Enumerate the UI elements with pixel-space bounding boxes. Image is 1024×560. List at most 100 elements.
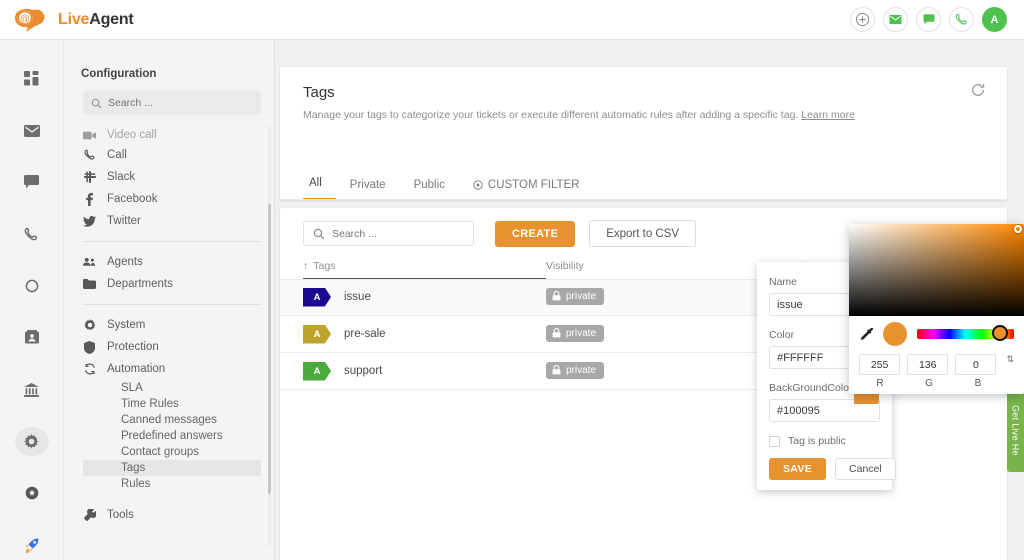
brand-logo-group[interactable]: @ LiveAgent xyxy=(13,7,134,33)
facebook-icon xyxy=(83,192,96,206)
sort-arrow-icon: ↑ xyxy=(303,260,309,272)
column-header-tags[interactable]: ↑ Tags xyxy=(303,260,546,272)
visibility-cell: private xyxy=(546,287,786,307)
table-search-input[interactable] xyxy=(332,227,464,240)
sidebar-subitem-contact-groups[interactable]: Contact groups xyxy=(83,444,261,460)
table-row[interactable]: A pre-sale private xyxy=(280,316,1007,353)
phone-icon[interactable] xyxy=(949,7,974,32)
sidebar-item-agents[interactable]: Agents xyxy=(83,251,274,273)
tab-label: Private xyxy=(349,179,386,191)
sidebar-subitem-sla[interactable]: SLA xyxy=(83,380,261,396)
learn-more-link[interactable]: Learn more xyxy=(801,109,855,121)
export-csv-button[interactable]: Export to CSV xyxy=(589,220,697,247)
green-input[interactable]: 136 xyxy=(907,354,949,375)
avatar-label: A xyxy=(990,13,999,26)
rocket-icon xyxy=(24,537,40,554)
rail-item-badges[interactable] xyxy=(15,478,49,508)
avatar[interactable]: A xyxy=(982,7,1007,32)
tag-color-swatch: A xyxy=(303,287,331,307)
tab-custom-filter[interactable]: CUSTOM FILTER xyxy=(459,179,594,200)
sidebar-search[interactable] xyxy=(83,91,261,115)
tab-all[interactable]: All xyxy=(303,177,336,200)
sidebar-item-video-call[interactable]: Video call xyxy=(83,126,274,144)
sidebar-item-facebook[interactable]: Facebook xyxy=(83,188,274,210)
sidebar-subitem-rules[interactable]: Rules xyxy=(83,476,261,492)
sidebar-subitem-label: Contact groups xyxy=(121,446,199,458)
video-call-icon xyxy=(83,131,96,140)
sidebar-item-system[interactable]: System xyxy=(83,314,274,336)
rail-item-configuration[interactable] xyxy=(14,426,49,457)
sidebar-scrollbar[interactable] xyxy=(268,126,271,546)
page-description: Manage your tags to categorize your tick… xyxy=(303,109,1007,121)
sidebar-item-slack[interactable]: Slack xyxy=(83,166,274,188)
email-icon[interactable] xyxy=(883,7,908,32)
sidebar-title: Configuration xyxy=(81,68,157,80)
tag-cell: A pre-sale xyxy=(303,324,546,344)
sidebar-item-label: Slack xyxy=(107,171,136,183)
sidebar-divider xyxy=(83,241,261,242)
red-input[interactable]: 255 xyxy=(859,354,901,375)
table-row[interactable]: A support private xyxy=(280,353,1007,390)
cancel-button[interactable]: Cancel xyxy=(835,458,896,480)
sidebar-item-departments[interactable]: Departments xyxy=(83,273,274,295)
status-badge-label: private xyxy=(566,364,597,376)
get-live-help-tab[interactable]: Get Live He xyxy=(1007,388,1024,472)
color-mode-spinner[interactable]: ⇅ xyxy=(1006,354,1015,364)
blue-input[interactable]: 0 xyxy=(955,354,997,375)
sidebar-subitem-time-rules[interactable]: Time Rules xyxy=(83,396,261,412)
tab-label: All xyxy=(309,177,322,189)
hue-slider-handle[interactable] xyxy=(992,325,1008,341)
rail-item-email[interactable] xyxy=(15,116,49,146)
status-badge: private xyxy=(546,287,605,305)
sidebar-search-input[interactable] xyxy=(108,97,253,109)
tag-is-public-row[interactable]: Tag is public xyxy=(769,435,880,447)
sidebar-item-label: Agents xyxy=(107,256,143,268)
phone-icon xyxy=(83,149,96,161)
column-header-visibility[interactable]: Visibility xyxy=(546,260,584,272)
name-label: Name xyxy=(769,276,798,288)
saturation-value-area[interactable] xyxy=(849,224,1024,316)
tag-is-public-checkbox[interactable] xyxy=(769,435,780,447)
brand-text: LiveAgent xyxy=(58,11,134,29)
sidebar-subitem-predefined-answers[interactable]: Predefined answers xyxy=(83,428,261,444)
rail-item-dashboard[interactable] xyxy=(15,64,49,94)
red-label: R xyxy=(876,378,884,389)
background-color-field-group: BackGroundColor xyxy=(769,382,880,422)
save-button[interactable]: SAVE xyxy=(769,458,827,480)
tab-private[interactable]: Private xyxy=(336,179,400,200)
icon-rail xyxy=(0,40,64,560)
sidebar-subitem-canned-messages[interactable]: Canned messages xyxy=(83,412,261,428)
sidebar-item-twitter[interactable]: Twitter xyxy=(83,210,274,232)
column-header-tags-label: Tags xyxy=(313,260,336,272)
agents-icon xyxy=(83,257,96,267)
tab-label: Public xyxy=(413,179,445,191)
sidebar-item-protection[interactable]: Protection xyxy=(83,336,274,358)
background-color-input[interactable] xyxy=(769,399,880,422)
rail-item-status[interactable] xyxy=(15,271,49,301)
sidebar-item-call[interactable]: Call xyxy=(83,144,274,166)
color-picker-controls: 255 136 0 ⇅ R G B xyxy=(849,316,1024,389)
sidebar-item-automation[interactable]: Automation xyxy=(83,358,274,380)
rail-item-calls[interactable] xyxy=(15,219,49,249)
tag-is-public-label: Tag is public xyxy=(788,435,846,447)
rail-item-rocket[interactable] xyxy=(15,530,49,560)
eyedropper-icon[interactable] xyxy=(859,327,875,342)
tag-cell: A support xyxy=(303,361,546,381)
visibility-cell: private xyxy=(546,361,786,381)
hue-slider[interactable] xyxy=(917,325,1014,341)
add-circle-icon[interactable] xyxy=(850,7,875,32)
sidebar-nav: Video call Call Slack xyxy=(64,126,274,546)
sidebar-group-system: System Protection Automation SLA Time Ru… xyxy=(64,314,274,526)
create-button[interactable]: CREATE xyxy=(495,220,576,247)
table-search[interactable] xyxy=(303,221,474,246)
rail-item-chat[interactable] xyxy=(15,168,49,198)
saturation-value-handle[interactable] xyxy=(1014,225,1022,233)
tab-public[interactable]: Public xyxy=(400,179,459,200)
chat-icon[interactable] xyxy=(916,7,941,32)
sidebar-item-tools[interactable]: Tools xyxy=(83,504,274,526)
refresh-icon[interactable] xyxy=(971,83,985,97)
rail-item-company[interactable] xyxy=(15,375,49,405)
lock-icon xyxy=(552,365,561,375)
rail-item-contacts[interactable] xyxy=(15,323,49,353)
sidebar-subitem-tags[interactable]: Tags xyxy=(83,460,261,476)
